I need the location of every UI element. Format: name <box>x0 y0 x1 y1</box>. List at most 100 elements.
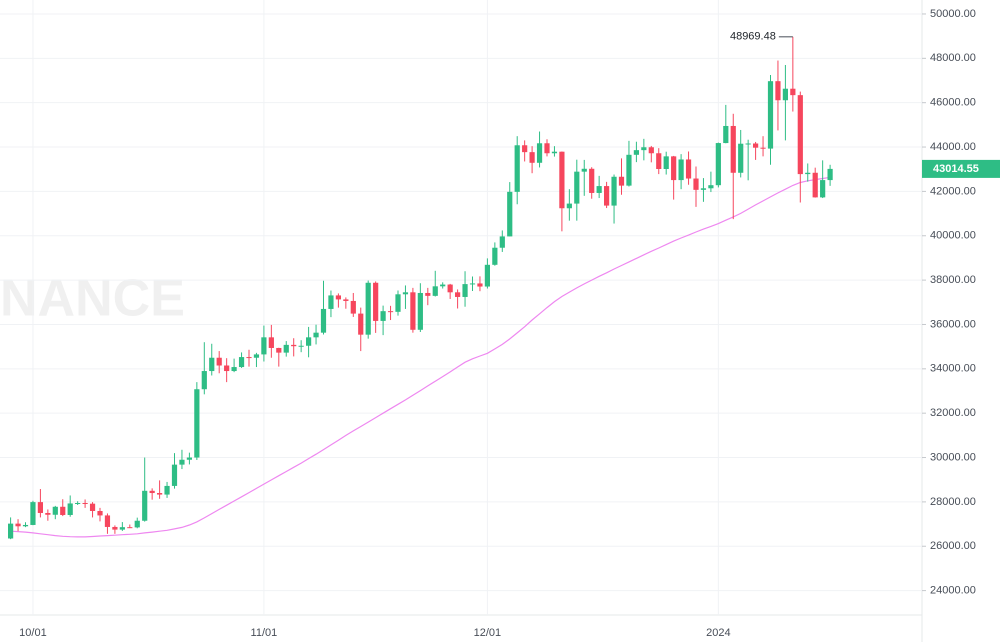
candle-body <box>633 150 639 155</box>
candle-body <box>306 337 312 346</box>
candle-body <box>551 151 558 154</box>
candle-body <box>402 292 409 295</box>
candle-body <box>812 172 818 198</box>
candle-body <box>641 147 647 151</box>
candle-body <box>775 81 781 101</box>
candle-body <box>194 389 200 458</box>
price-label-bg <box>922 159 1000 178</box>
candle-body <box>387 311 394 313</box>
candle-body <box>440 284 446 287</box>
candle-body <box>604 186 610 206</box>
y-tick-label: 50000.00 <box>930 8 976 20</box>
candle-body <box>373 282 379 321</box>
candle-body <box>22 524 29 527</box>
candle-body <box>753 143 759 148</box>
candle-body <box>425 292 431 296</box>
candle-body <box>477 283 483 287</box>
y-tick-label: 40000.00 <box>930 230 976 242</box>
candle-body <box>246 357 252 359</box>
candle-body <box>492 247 498 265</box>
candle-body <box>261 337 267 355</box>
candle-body <box>343 299 349 301</box>
candle-body <box>171 464 178 486</box>
candle-body <box>566 203 572 209</box>
candle-body <box>805 172 811 175</box>
candle-body <box>574 171 580 204</box>
candle-body <box>238 357 245 368</box>
candle-body <box>186 457 192 460</box>
y-tick-label: 24000.00 <box>930 585 976 597</box>
candle-body <box>75 503 81 505</box>
candle-body <box>782 88 788 101</box>
candle-body <box>179 459 185 465</box>
candle-body <box>745 143 751 145</box>
candle-body <box>112 526 118 530</box>
candle-body <box>514 145 520 192</box>
candle-body <box>522 145 528 153</box>
candle-body <box>559 151 565 209</box>
candle-body <box>484 264 490 287</box>
y-tick-label: 46000.00 <box>930 97 976 109</box>
candle-body <box>119 527 125 530</box>
candle-body <box>827 168 833 181</box>
candle-body <box>231 367 237 372</box>
candle-body <box>678 159 684 181</box>
candle-body <box>164 485 170 495</box>
candle-body <box>529 152 535 163</box>
candle-body <box>283 344 289 353</box>
candle-body <box>693 178 699 190</box>
candle-body <box>671 156 677 181</box>
candle-body <box>536 143 543 163</box>
candle-body <box>313 332 319 338</box>
candle-body <box>589 168 595 193</box>
candle-body <box>395 294 401 312</box>
candle-body <box>104 515 111 527</box>
candle-body <box>320 308 327 333</box>
candle-body <box>216 357 222 366</box>
candle-body <box>209 357 215 372</box>
candle-body <box>142 490 148 521</box>
max-label: 48969.48 <box>730 31 776 43</box>
y-tick-label: 42000.00 <box>930 185 976 197</box>
candle-body <box>648 147 654 154</box>
candle-body <box>760 147 766 149</box>
candle-body <box>298 345 304 347</box>
y-tick-label: 44000.00 <box>930 141 976 153</box>
candle-body <box>89 503 96 511</box>
candle-body <box>618 176 625 186</box>
candle-body <box>656 153 662 169</box>
candle-body <box>417 292 423 330</box>
y-tick-label: 26000.00 <box>930 540 976 552</box>
candle-body <box>738 143 744 173</box>
candle-body <box>97 510 103 516</box>
candle-body <box>224 365 230 372</box>
candle-body <box>723 125 729 144</box>
y-tick-label: 28000.00 <box>930 496 976 508</box>
candle-body <box>700 188 707 190</box>
candle-body <box>328 295 334 309</box>
candle-body <box>685 159 692 179</box>
candle-body <box>134 520 140 528</box>
y-tick-label: 30000.00 <box>930 451 976 463</box>
y-tick-label: 38000.00 <box>930 274 976 286</box>
candle-body <box>708 185 714 189</box>
candle-body <box>469 283 476 285</box>
candle-body <box>253 354 260 358</box>
candle-body <box>8 523 14 539</box>
x-tick-label: 10/01 <box>19 627 47 639</box>
candle-body <box>455 292 461 297</box>
candle-body <box>663 156 669 169</box>
candle-body <box>268 337 274 348</box>
candle-body <box>365 282 371 335</box>
candle-body <box>380 311 386 321</box>
candle-body <box>276 347 282 353</box>
y-tick-label: 48000.00 <box>930 52 976 64</box>
candle-body <box>82 503 88 505</box>
candle-body <box>201 371 207 390</box>
candle-body <box>45 512 51 515</box>
watermark: NANCE <box>0 270 185 328</box>
y-tick-label: 32000.00 <box>930 407 976 419</box>
candle-body <box>127 527 133 529</box>
candle-body <box>611 176 617 206</box>
